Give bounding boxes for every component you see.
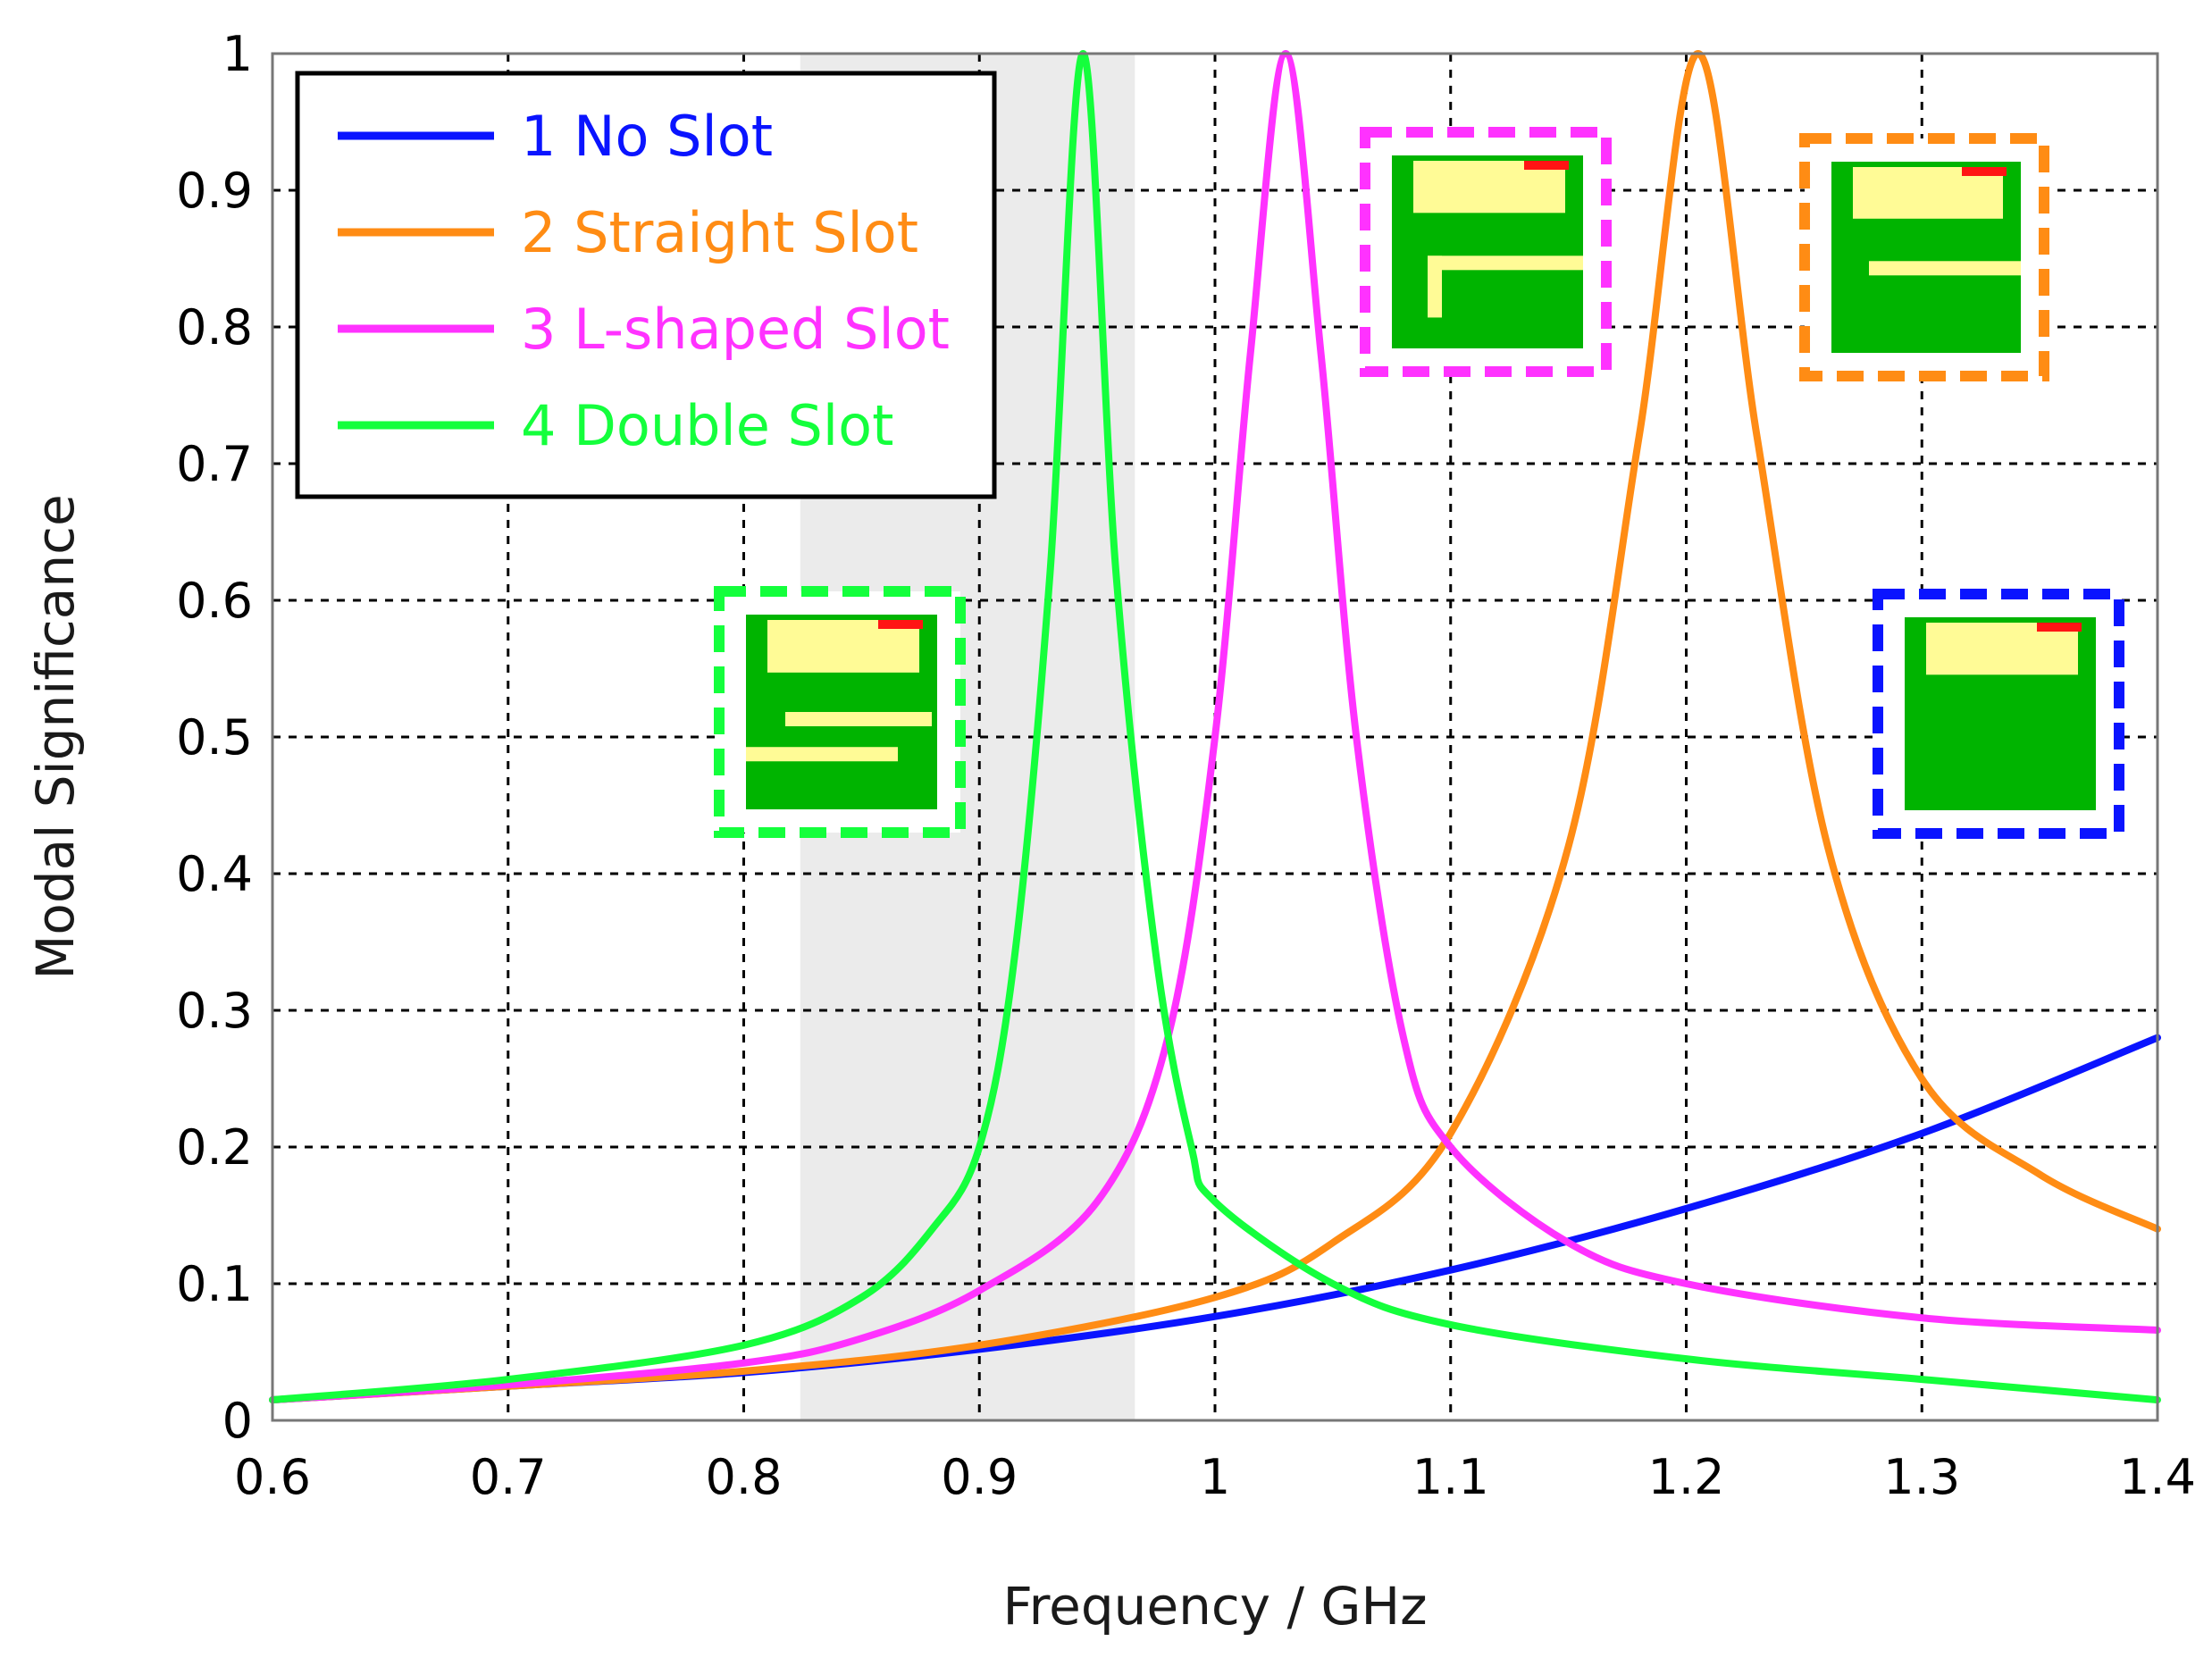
slot-horizontal [1428, 255, 1583, 271]
y-tick-label: 0.9 [176, 163, 253, 219]
plot-frame [271, 52, 2159, 1422]
x-tick-label: 1.1 [1412, 1449, 1489, 1505]
series-layer [269, 50, 2161, 1404]
plot-frame-layer [271, 52, 2159, 1422]
x-tick-label: 1.4 [2119, 1449, 2196, 1505]
feed-point [1962, 167, 2007, 176]
x-tick-label: 0.7 [470, 1449, 547, 1505]
y-tick-label: 0.7 [176, 436, 253, 492]
feed-point [1524, 161, 1569, 170]
y-tick-label: 0.4 [176, 846, 253, 902]
y-tick-label: 0.1 [176, 1256, 253, 1312]
legend: 1 No Slot 2 Straight Slot 3 L-shaped Slot 4… [295, 71, 997, 499]
no-slot-antenna-inset [1873, 589, 2124, 839]
y-axis-title: Modal Significance [25, 494, 86, 979]
slot-lower [746, 747, 898, 762]
slot-upper [785, 712, 932, 726]
straight-slot-antenna-inset [1799, 133, 2049, 381]
x-tick-label: 0.9 [941, 1449, 1018, 1505]
y-tick-label: 1 [222, 26, 253, 82]
legend-label-2: 2 Straight Slot [521, 200, 918, 265]
x-tick-label: 1.2 [1648, 1449, 1725, 1505]
feed-point [2037, 623, 2082, 632]
legend-label-4: 4 Double Slot [521, 393, 893, 458]
y-tick-label: 0.8 [176, 299, 253, 356]
antenna-inset-layer [714, 127, 2124, 839]
series-line-4 [269, 50, 2161, 1404]
double-slot-antenna-inset [714, 586, 966, 838]
x-tick-label: 1 [1200, 1449, 1230, 1505]
y-tick-label: 0.6 [176, 573, 253, 629]
legend-label-1: 1 No Slot [521, 104, 773, 169]
slot-vertical [1428, 255, 1442, 318]
y-tick-label: 0 [222, 1393, 253, 1449]
slot-straight [1869, 261, 2021, 276]
series-line-2 [269, 50, 2161, 1404]
l-shaped-slot-antenna-inset [1360, 127, 1612, 377]
feed-point [878, 620, 923, 629]
x-tick-label: 1.3 [1883, 1449, 1960, 1505]
series-line-3 [269, 50, 2161, 1404]
x-axis-title: Frequency / GHz [1002, 1576, 1427, 1637]
y-tick-label: 0.3 [176, 983, 253, 1039]
x-tick-label: 0.6 [234, 1449, 311, 1505]
legend-label-3: 3 L-shaped Slot [521, 297, 950, 362]
y-tick-label: 0.5 [176, 709, 253, 766]
y-tick-label: 0.2 [176, 1119, 253, 1176]
tick-label-layer: 0.6 0.7 0.8 0.9 1 1.1 1.2 1.3 1.4 0 0.1 0.2 0.3 0.4 0.… [176, 26, 2196, 1505]
x-tick-label: 0.8 [706, 1449, 783, 1505]
